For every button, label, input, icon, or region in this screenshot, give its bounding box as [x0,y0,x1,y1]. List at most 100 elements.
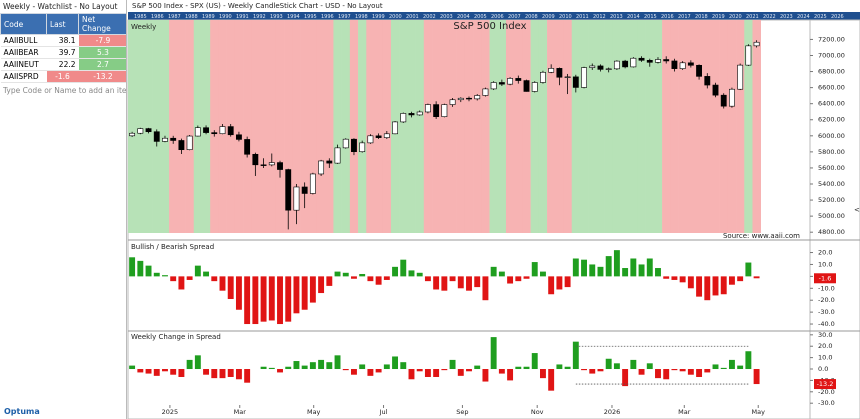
bar [342,272,349,277]
year-label: 2004 [457,14,470,20]
y-tick-label: 5400.00 [818,180,845,188]
bar [367,369,374,376]
sentiment-band [637,20,646,233]
sentiment-band [358,20,367,233]
y-tick-label: 6000.00 [818,132,845,140]
sentiment-band [703,20,712,233]
x-tick-label: Sep [456,408,468,416]
y-tick-label: 4800.00 [818,228,845,236]
code-cell: AAIIBULL [0,34,47,47]
candle-body [490,82,497,90]
bar [646,363,653,370]
bar [162,369,168,372]
sentiment-band [382,20,392,233]
candle-body [367,135,374,144]
watchlist-row[interactable]: AAIIBEAR 39.7 5.3 [0,46,126,59]
sentiment-band [284,20,293,233]
bar [153,272,160,277]
bar [268,276,275,321]
x-tick-label: Mar [234,408,247,416]
year-label: 1986 [151,14,164,20]
sentiment-band [563,20,573,233]
year-label: 2025 [814,14,827,20]
sentiment-band [662,20,671,233]
bar [277,369,283,373]
bar [351,369,357,375]
year-label: 1990 [219,14,232,20]
bar [572,341,579,370]
sentiment-band [538,20,548,233]
bar [129,257,136,277]
bar [285,276,292,322]
bar [605,256,612,277]
bar [153,369,160,376]
x-tick-label: 2025 [162,408,179,416]
sentiment-band [588,20,597,233]
collapse-arrow[interactable]: < [854,206,860,214]
sentiment-band [152,20,162,233]
y-tick-label: 6800.00 [818,68,845,76]
sentiment-band [571,20,581,233]
candle-body [203,127,209,133]
last-value-box [814,379,836,390]
bar [687,369,694,375]
x-tick-label: May [307,408,321,416]
bar [457,276,464,289]
year-label: 1997 [338,14,351,20]
year-label: 1994 [287,14,300,20]
add-item-input[interactable]: Type Code or Name to add an item [3,86,127,95]
bar [318,276,325,294]
candle-body [729,88,735,107]
bar [679,369,686,372]
bar [400,259,407,277]
bar [466,369,472,372]
bar [663,369,670,380]
sentiment-band [514,20,523,233]
bar [400,362,407,370]
watchlist-row[interactable]: AAIINEUT 22.2 2.7 [0,58,126,71]
x-tick-label: Nov [531,408,544,416]
watchlist-row[interactable]: AAIISPRD -1.6 -13.2 [0,70,126,83]
year-strip[interactable] [128,12,860,20]
bar [622,268,629,277]
year-label: 2013 [610,14,623,20]
column-header[interactable]: Net Change [78,13,126,35]
candle-body [745,45,752,66]
sentiment-band [185,20,195,233]
bar [564,276,571,288]
bar [679,276,686,283]
change-cell: 2.7 [78,58,126,71]
column-header[interactable]: Code [0,13,47,35]
candle-body [679,62,686,69]
sentiment-band [432,20,441,233]
sentiment-band [456,20,466,233]
bar [712,364,719,370]
year-label: 2016 [661,14,674,20]
last-value-label: -13.2 [817,380,834,388]
bar [227,276,234,300]
bar [277,276,283,325]
bar [178,276,185,290]
bar [186,359,193,370]
candle-body [704,76,711,86]
bar [145,369,152,374]
column-header[interactable]: Last [46,13,79,35]
bar [663,276,670,279]
bar [351,276,357,279]
sentiment-band [596,20,605,233]
candle-body [211,132,218,135]
year-label: 2001 [406,14,419,20]
last-cell: 39.7 [46,46,79,59]
sentiment-band [177,20,186,233]
candle-body [186,135,193,151]
bar [556,276,563,290]
candle-body [342,138,349,149]
year-label: 2021 [746,14,759,20]
chart-window-title: S&P 500 Index - SPX (US) - Weekly Candle… [132,2,383,10]
sentiment-band [547,20,556,233]
year-label: 2007 [508,14,521,20]
watchlist-row[interactable]: AAIIBULL 38.1 -7.9 [0,34,126,47]
candle-body [334,147,341,164]
y-tick-label: 30.0 [818,331,832,339]
bar [203,369,210,375]
